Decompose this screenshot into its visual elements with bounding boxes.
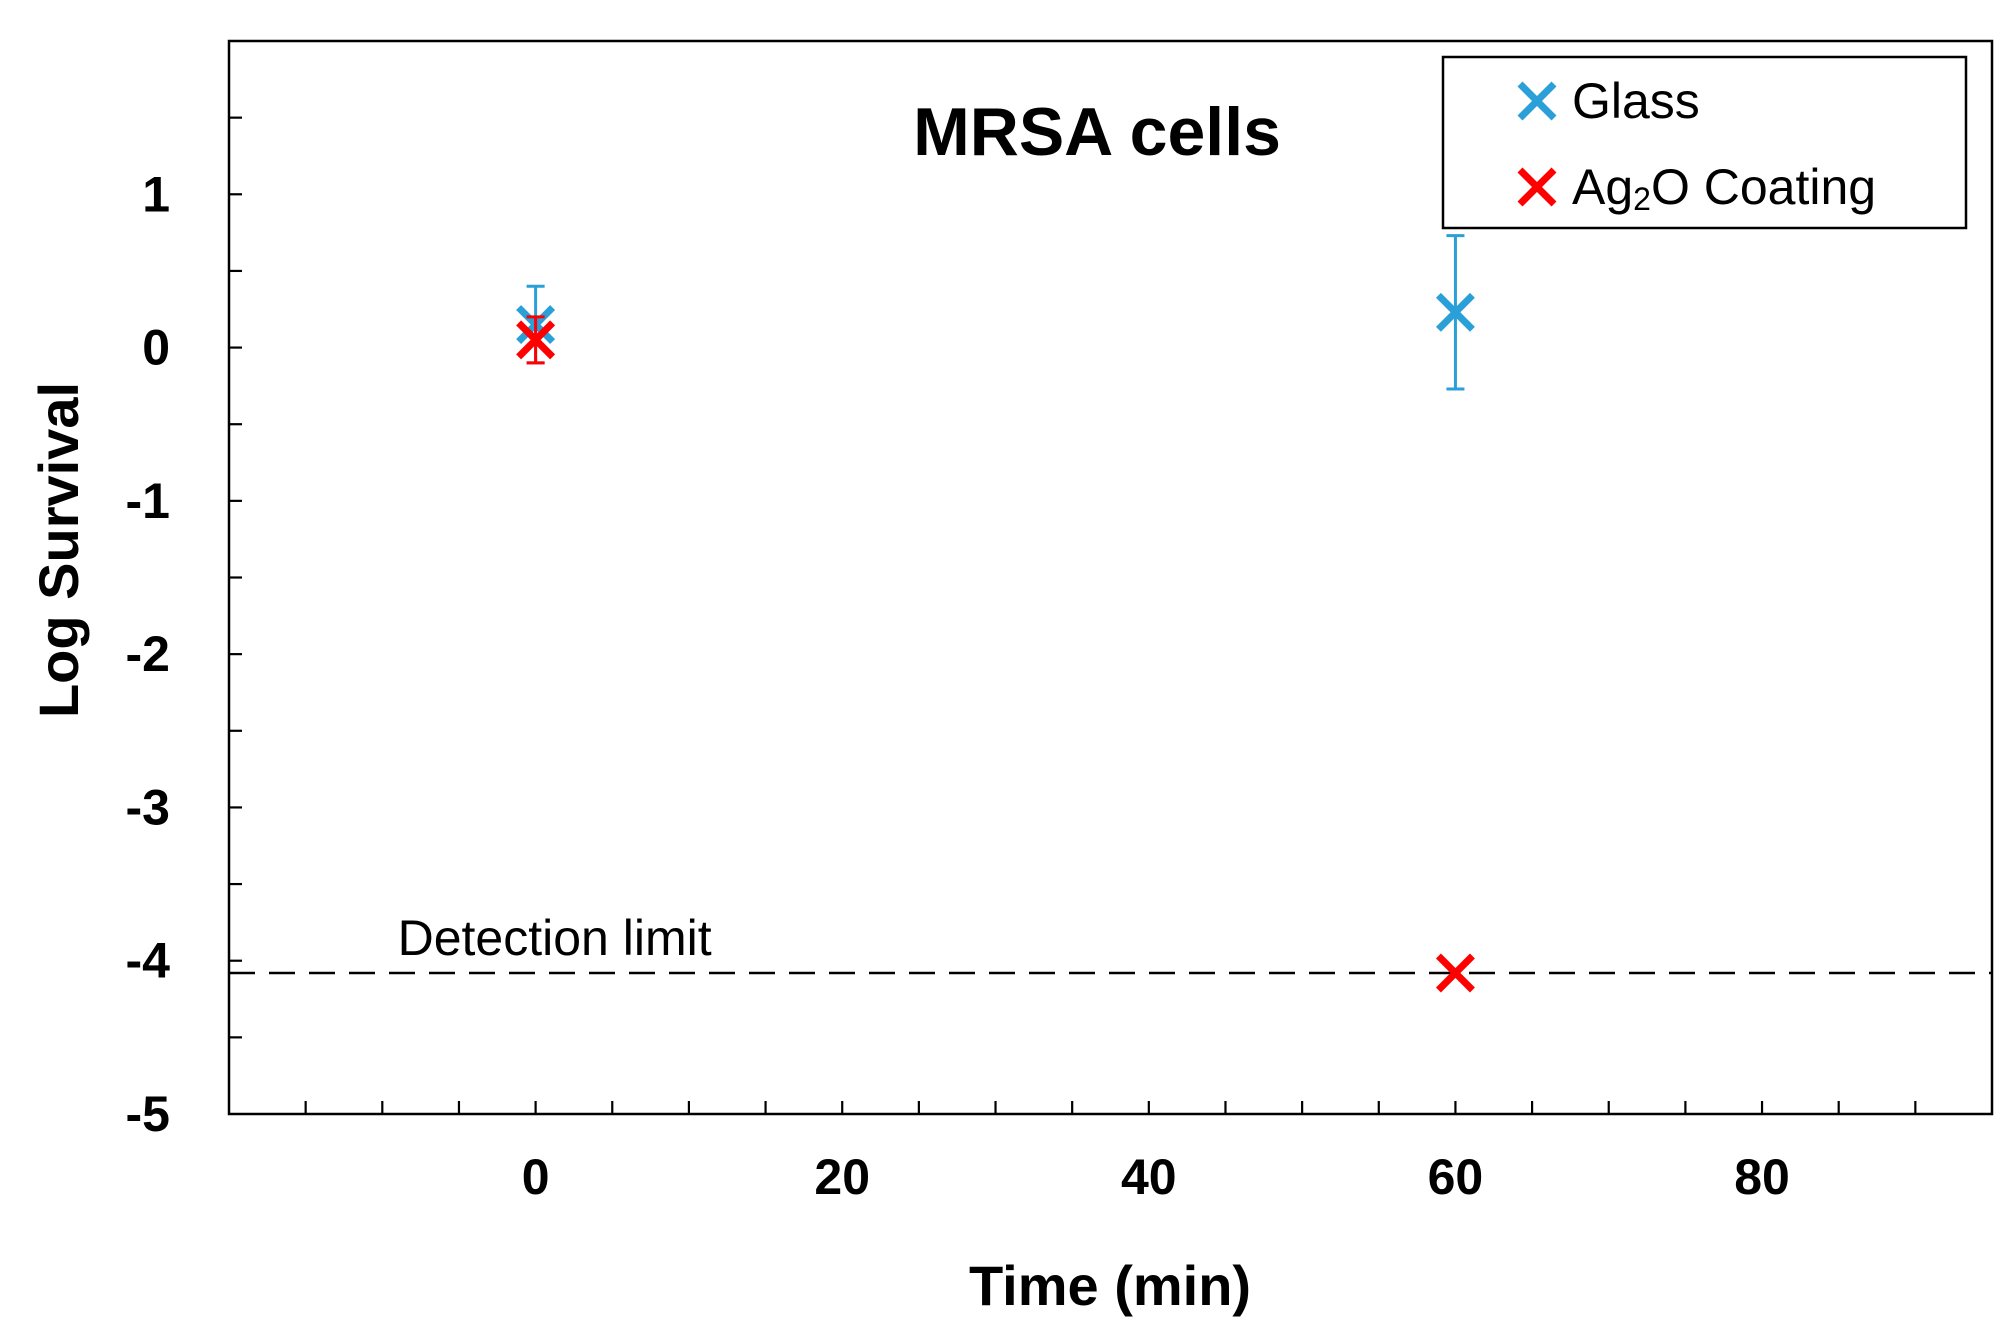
y-tick-label-0: 0 [142, 320, 170, 376]
legend-x-ag2o-stroke-b [1517, 167, 1557, 207]
point-ag2o-coating-t60-marker [1435, 953, 1475, 993]
y-tick-label-neg5: -5 [126, 1086, 170, 1142]
x-axis-title: Time (min) [969, 1254, 1251, 1317]
point-glass-t60-marker-stroke-b [1435, 292, 1475, 332]
legend-x-glass [1517, 81, 1557, 121]
legend-label-ag2o-rest: O Coating [1651, 159, 1876, 215]
legend-x-glass-stroke-b [1517, 81, 1557, 121]
legend-marker-ag2o-coating [1517, 167, 1557, 207]
legend-label-glass: Glass [1572, 73, 1700, 129]
chart-title: MRSA cells [913, 94, 1281, 170]
legend-marker-glass [1517, 81, 1557, 121]
series-glass [516, 234, 1475, 391]
points-layer [516, 234, 1475, 993]
legend-label-ag2o-subscript: 2 [1633, 181, 1651, 217]
series-ag2o-coating [516, 315, 1475, 993]
tick-layer: 0 20 40 60 80 -5 -4 -3 -2 -1 0 1 [126, 116, 1917, 1205]
y-tick-label-neg4: -4 [126, 933, 171, 989]
y-axis-title: Log Survival [27, 382, 90, 718]
x-tick-label-40: 40 [1121, 1149, 1177, 1205]
legend-label-ag2o-coating: Ag2O Coating [1572, 159, 1876, 217]
x-tick-label-0: 0 [522, 1149, 550, 1205]
y-tick-label-neg1: -1 [126, 473, 170, 529]
point-ag2o-coating-t0-marker [516, 320, 556, 360]
y-tick-label-neg3: -3 [126, 779, 170, 835]
legend-box [1441, 55, 1968, 230]
legend-x-ag2o [1517, 167, 1557, 207]
y-tick-label-1: 1 [142, 166, 170, 222]
point-ag2o-coating-t0-marker-stroke-b [516, 320, 556, 360]
x-tick-label-60: 60 [1428, 1149, 1484, 1205]
point-glass-t60-marker [1435, 292, 1475, 332]
x-tick-label-80: 80 [1734, 1149, 1790, 1205]
legend: Glass Ag2O Coating [1441, 55, 1968, 230]
point-ag2o-coating-t60-marker-stroke-b [1435, 953, 1475, 993]
x-tick-label-20: 20 [814, 1149, 870, 1205]
detection-limit-label: Detection limit [398, 910, 712, 966]
reference-line-layer: Detection limit [229, 910, 1992, 975]
legend-label-ag2o-main: Ag [1572, 159, 1633, 215]
y-tick-label-neg2: -2 [126, 626, 170, 682]
